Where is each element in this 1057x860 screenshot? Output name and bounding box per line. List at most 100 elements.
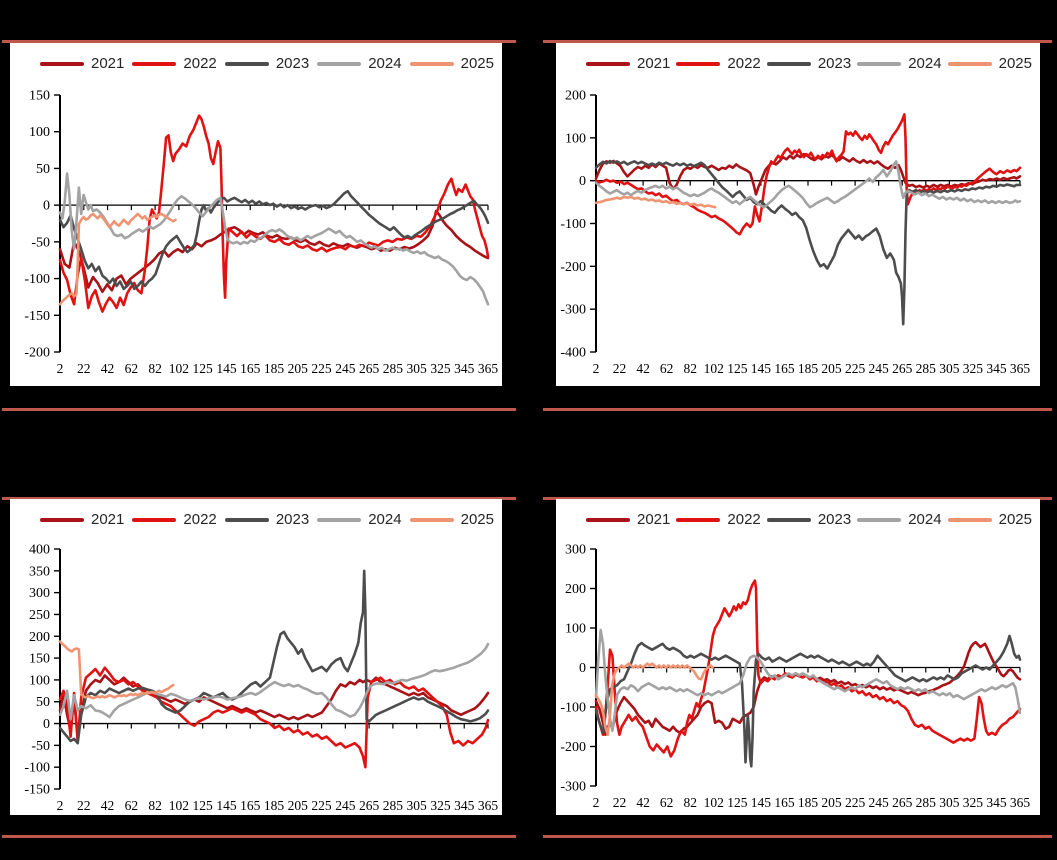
x-tick-label: 325 bbox=[430, 361, 451, 376]
x-tick-label: 82 bbox=[683, 361, 697, 376]
legend-label: 2023 bbox=[275, 511, 310, 528]
x-tick-label: 305 bbox=[939, 361, 960, 376]
x-tick-label: 145 bbox=[751, 361, 772, 376]
y-tick-label: 200 bbox=[29, 630, 50, 645]
figure-bottom-right-top-rule bbox=[543, 497, 1052, 500]
legend-label: 2021 bbox=[91, 511, 125, 528]
x-tick-label: 185 bbox=[264, 361, 285, 376]
x-tick-label: 345 bbox=[454, 361, 475, 376]
x-tick-label: 365 bbox=[478, 798, 499, 813]
legend-line-swatch-2025 bbox=[409, 61, 454, 66]
x-tick-label: 22 bbox=[613, 361, 627, 376]
series-line-2023 bbox=[58, 189, 490, 291]
legend-label: 2021 bbox=[91, 55, 125, 72]
x-tick-label: 2 bbox=[57, 798, 64, 813]
x-tick-label: 145 bbox=[216, 361, 237, 376]
series-line-2024 bbox=[594, 628, 1022, 732]
legend-label: 2023 bbox=[275, 55, 310, 72]
x-tick-label: 145 bbox=[751, 795, 772, 810]
x-tick-label: 265 bbox=[892, 361, 913, 376]
legend-line-swatch-2021 bbox=[40, 517, 84, 522]
x-tick-label: 205 bbox=[288, 361, 309, 376]
legend-item-2023: 2023 bbox=[766, 55, 852, 72]
legend-item-2025: 2025 bbox=[409, 512, 494, 527]
x-tick-label: 305 bbox=[407, 798, 428, 813]
x-tick-label: 165 bbox=[240, 361, 261, 376]
y-tick-label: -100 bbox=[24, 272, 50, 287]
y-tick-label: 50 bbox=[36, 695, 50, 710]
legend-line-swatch-2025 bbox=[947, 517, 992, 522]
series-line-2021 bbox=[594, 640, 1022, 736]
legend-label: 2023 bbox=[817, 511, 852, 528]
x-tick-label: 2 bbox=[593, 795, 600, 810]
chart-legend: 2021 2022 2023 2024 2025 bbox=[40, 56, 494, 71]
legend-label: 2022 bbox=[727, 511, 761, 528]
x-tick-label: 225 bbox=[311, 798, 332, 813]
figure-bottom-right-bottom-rule bbox=[543, 835, 1052, 838]
y-tick-label: 100 bbox=[29, 125, 50, 140]
legend-label: 2023 bbox=[817, 55, 852, 72]
y-tick-label: 150 bbox=[29, 89, 50, 104]
legend-line-swatch-2023 bbox=[766, 61, 811, 66]
x-tick-label: 345 bbox=[454, 798, 475, 813]
series-line-2021 bbox=[594, 152, 1022, 196]
series-line-2021 bbox=[58, 674, 490, 741]
x-tick-label: 345 bbox=[986, 361, 1007, 376]
figure-top-right-top-rule bbox=[543, 40, 1052, 43]
y-tick-label: 100 bbox=[29, 673, 50, 688]
x-tick-label: 2 bbox=[593, 361, 600, 376]
x-tick-label: 205 bbox=[288, 798, 309, 813]
y-tick-label: 50 bbox=[36, 162, 50, 177]
x-tick-label: 225 bbox=[845, 795, 866, 810]
chart-legend: 2021 2022 2023 2024 2025 bbox=[586, 512, 1032, 527]
figure-top-right-bottom-rule bbox=[543, 408, 1052, 411]
x-tick-label: 365 bbox=[1010, 795, 1031, 810]
legend-line-swatch-2023 bbox=[224, 61, 269, 66]
legend-line-swatch-2025 bbox=[409, 517, 454, 522]
legend-item-2024: 2024 bbox=[317, 56, 402, 71]
x-tick-label: 125 bbox=[193, 361, 214, 376]
x-tick-label: 102 bbox=[704, 795, 724, 810]
x-tick-label: 265 bbox=[359, 361, 380, 376]
x-tick-label: 22 bbox=[77, 798, 91, 813]
x-tick-label: 185 bbox=[798, 361, 819, 376]
y-tick-label: -100 bbox=[24, 761, 50, 776]
x-tick-label: 42 bbox=[101, 798, 115, 813]
y-tick-label: -200 bbox=[560, 260, 586, 275]
y-tick-label: -100 bbox=[560, 701, 586, 716]
series-line-2022 bbox=[594, 113, 1022, 236]
legend-label: 2022 bbox=[727, 55, 761, 72]
x-tick-label: 42 bbox=[636, 361, 650, 376]
legend-label: 2024 bbox=[908, 55, 942, 72]
y-tick-label: 200 bbox=[565, 582, 586, 597]
x-tick-label: 42 bbox=[636, 795, 650, 810]
x-tick-label: 345 bbox=[986, 795, 1007, 810]
x-tick-label: 62 bbox=[660, 795, 674, 810]
y-tick-label: -100 bbox=[560, 217, 586, 232]
legend-item-2022: 2022 bbox=[132, 512, 217, 527]
x-tick-label: 245 bbox=[335, 361, 356, 376]
chart-legend: 2021 2022 2023 2024 2025 bbox=[586, 56, 1032, 71]
x-tick-label: 245 bbox=[869, 361, 890, 376]
x-tick-label: 42 bbox=[101, 361, 115, 376]
chart-legend: 2021 2022 2023 2024 2025 bbox=[40, 512, 494, 527]
x-tick-label: 62 bbox=[125, 361, 139, 376]
legend-line-swatch-2023 bbox=[766, 517, 811, 522]
legend-line-swatch-2024 bbox=[317, 517, 362, 522]
x-tick-label: 305 bbox=[939, 795, 960, 810]
chart-panel-bottom-right: 2021 2022 2023 2024 2025 300 200 100 0 -100 -200 -… bbox=[556, 499, 1040, 815]
legend-label: 2021 bbox=[637, 511, 671, 528]
x-tick-label: 102 bbox=[169, 798, 189, 813]
figure-bottom-left-bottom-rule bbox=[2, 835, 516, 838]
y-tick-label: -150 bbox=[24, 783, 50, 798]
y-tick-label: -150 bbox=[24, 309, 50, 324]
y-tick-label: 0 bbox=[579, 661, 586, 676]
legend-line-swatch-2024 bbox=[317, 61, 362, 66]
figure-top-left-top-rule bbox=[2, 40, 516, 43]
x-tick-label: 125 bbox=[727, 361, 748, 376]
y-tick-label: 350 bbox=[29, 564, 50, 579]
y-tick-label: 250 bbox=[29, 608, 50, 623]
legend-line-swatch-2022 bbox=[676, 61, 721, 66]
x-tick-label: 225 bbox=[845, 361, 866, 376]
